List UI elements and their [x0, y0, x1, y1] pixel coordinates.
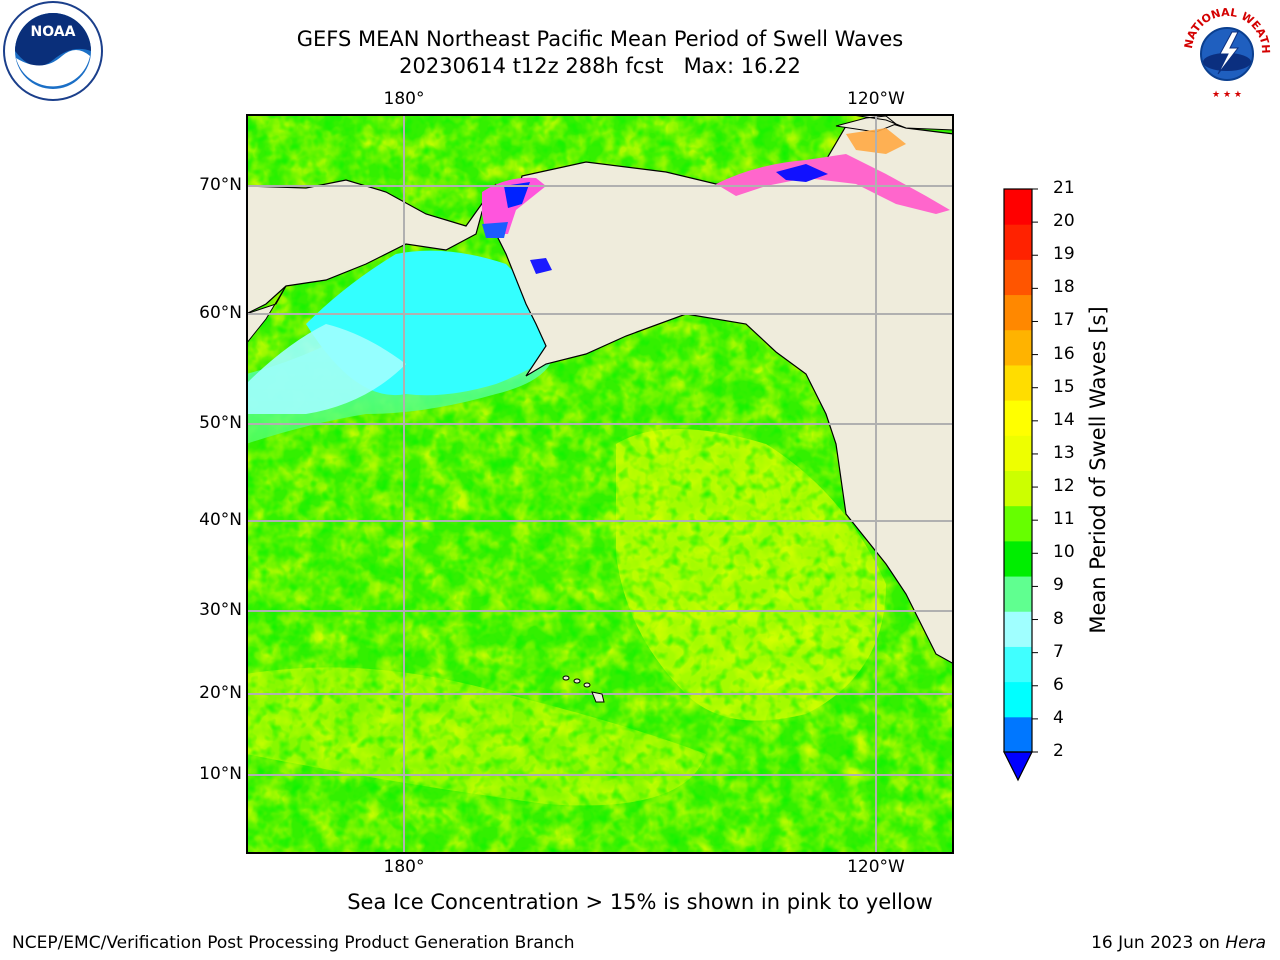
- colorbar-segment: [1004, 189, 1032, 225]
- noaa-logo-text: NOAA: [31, 24, 76, 40]
- colorbar-segment: [1004, 681, 1032, 718]
- lon-label-bottom-120w: 120°W: [847, 857, 905, 877]
- plot-title: GEFS MEAN Northeast Pacific Mean Period …: [296, 27, 904, 51]
- map-panel: [246, 114, 954, 854]
- sea-ice-chukchi-core: [504, 182, 530, 208]
- colorbar-tick-label: 11: [1053, 509, 1075, 530]
- lon-label-bottom-180: 180°: [383, 857, 425, 877]
- plot-subtitle: 20230614 t12z 288h fcst Max: 16.22: [399, 54, 801, 78]
- colorbar-tick-label: 4: [1053, 707, 1064, 728]
- colorbar-tick-label: 17: [1053, 310, 1075, 331]
- colorbar-tick-label: 7: [1053, 641, 1064, 662]
- colorbar-tick-label: 16: [1053, 343, 1075, 364]
- hawaii-islands: [562, 675, 605, 703]
- asia-land: [246, 179, 497, 315]
- colorbar-segment: [1004, 611, 1032, 647]
- sea-ice-beaufort: [716, 154, 950, 214]
- colorbar-tick-label: 10: [1053, 542, 1075, 563]
- colorbar-segment: [1004, 505, 1032, 542]
- colorbar-tick-label: 6: [1053, 674, 1064, 695]
- colorbar-tick-label: 21: [1053, 178, 1075, 198]
- colorbar-tick-label: 2: [1053, 741, 1064, 761]
- colorbar-tick-label: 19: [1053, 244, 1075, 265]
- colorbar-segment: [1004, 646, 1032, 683]
- lat-label-20n: 20°N: [199, 683, 242, 703]
- colorbar-segment: [1004, 329, 1032, 366]
- colorbar-tick-label: 8: [1053, 608, 1064, 629]
- sea-ice-bering-core: [482, 222, 508, 238]
- lon-label-top-180: 180°: [383, 89, 425, 109]
- footer-host: Hera: [1225, 933, 1266, 953]
- noaa-logo: NOAA: [3, 1, 103, 101]
- colorbar-tick-label: 18: [1053, 277, 1075, 298]
- footer-credit: NCEP/EMC/Verification Post Processing Pr…: [12, 933, 575, 953]
- colorbar-tick-label: 20: [1053, 211, 1075, 232]
- footer-date: 16 Jun 2023 on Hera: [1091, 933, 1266, 953]
- map-border: [246, 114, 954, 854]
- lon-label-top-120w: 120°W: [847, 89, 905, 109]
- colorbar-segment: [1004, 400, 1032, 436]
- colorbar-title: Mean Period of Swell Waves [s]: [1086, 306, 1110, 634]
- colorbar-segment: [1004, 435, 1032, 471]
- colorbar-tick-label: 15: [1053, 376, 1075, 397]
- sea-ice-beaufort-core: [776, 164, 828, 182]
- lat-label-70n: 70°N: [199, 175, 242, 195]
- footer-date-text: 16 Jun 2023 on: [1091, 933, 1226, 953]
- colorbar-tick-label: 14: [1053, 409, 1075, 430]
- colorbar-segment: [1004, 470, 1032, 507]
- colorbar-segment: [1004, 259, 1032, 296]
- lat-label-50n: 50°N: [199, 413, 242, 433]
- lat-label-10n: 10°N: [199, 764, 242, 784]
- north-america-land: [495, 121, 954, 665]
- sea-ice-norton: [530, 258, 552, 274]
- colorbar-segment: [1004, 540, 1032, 577]
- lat-label-60n: 60°N: [199, 303, 242, 323]
- colorbar-segment: [1004, 576, 1032, 612]
- colorbar-segment: [1004, 364, 1032, 401]
- sea-ice-note: Sea Ice Concentration > 15% is shown in …: [347, 890, 933, 914]
- colorbar-under-arrow: [1003, 751, 1033, 782]
- colorbar: [1003, 188, 1038, 782]
- colorbar-segment: [1004, 716, 1032, 753]
- colorbar-segment: [1004, 224, 1032, 260]
- svg-text:★ ★ ★: ★ ★ ★: [1212, 90, 1242, 100]
- colorbar-tick-label: 9: [1053, 575, 1064, 596]
- colorbar-tick-label: 13: [1053, 442, 1075, 463]
- lat-label-40n: 40°N: [199, 510, 242, 530]
- colorbar-tick-label: 12: [1053, 476, 1075, 497]
- bering-light: [246, 324, 406, 414]
- nws-logo: NATIONAL WEATHER SERVICE ★ ★ ★: [1176, 0, 1274, 100]
- lat-label-30n: 30°N: [199, 600, 242, 620]
- colorbar-border: [1003, 188, 1033, 753]
- colorbar-segment: [1004, 294, 1032, 331]
